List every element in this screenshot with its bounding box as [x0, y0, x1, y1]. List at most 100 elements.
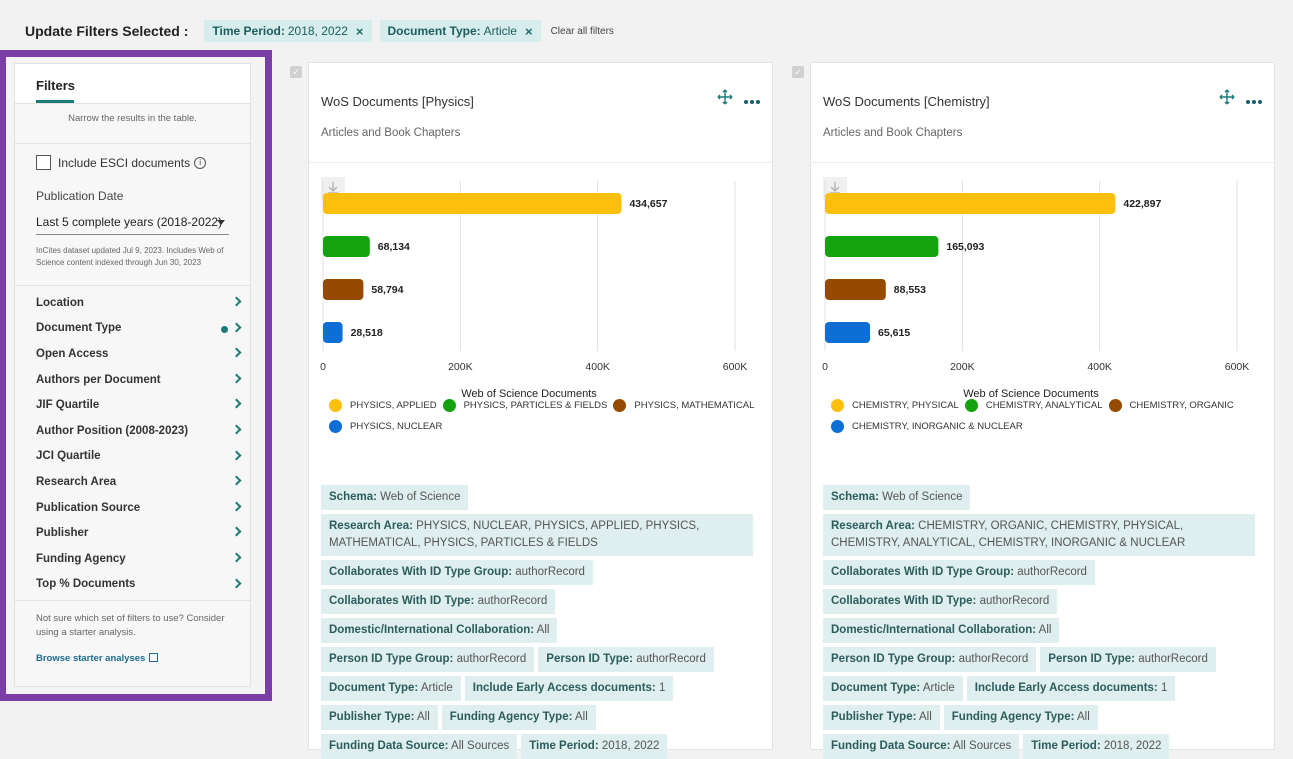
- bar: [323, 193, 622, 214]
- legend-item[interactable]: PHYSICS, NUCLEAR: [329, 420, 442, 433]
- filter-tag-key: Person ID Type Group:: [831, 653, 956, 665]
- more-options-icon[interactable]: [743, 95, 761, 111]
- card-subtitle: Articles and Book Chapters: [321, 127, 461, 139]
- filter-chip-document-type[interactable]: Document Type: Article ×: [379, 20, 541, 42]
- filter-tag-key: Collaborates With ID Type:: [831, 595, 977, 607]
- bar-chart: 0 200K 400K 600K 422,897 165,093 88,553 65,615 W…: [822, 177, 1250, 400]
- filter-item[interactable]: JCI Quartile: [15, 444, 250, 470]
- move-icon[interactable]: [1219, 89, 1235, 105]
- filter-item[interactable]: Author Position (2008-2023): [15, 418, 250, 444]
- chip-close-icon[interactable]: ×: [355, 23, 364, 39]
- legend-item[interactable]: CHEMISTRY, PHYSICAL: [831, 399, 959, 412]
- filter-tag-key: Person ID Type:: [1048, 653, 1135, 665]
- applied-filter-tags: Schema: Web of Science Research Area: PHY…: [321, 485, 761, 759]
- filter-tag: Collaborates With ID Type: authorRecord: [321, 589, 556, 614]
- bar-value-label: 434,657: [629, 198, 667, 210]
- filter-list: Location Document Type Open Access Authors …: [15, 290, 250, 597]
- divider: [15, 285, 250, 286]
- filter-item[interactable]: Publisher: [15, 520, 250, 546]
- legend-item[interactable]: PHYSICS, APPLIED: [329, 399, 437, 412]
- filter-panel: Filters Narrow the results in the table.…: [14, 63, 251, 687]
- bar-value-label: 68,134: [378, 241, 410, 253]
- filter-tag: Document Type: Article: [823, 676, 963, 701]
- legend-swatch: [442, 399, 456, 412]
- bar-value-label: 422,897: [1123, 198, 1161, 210]
- browse-starter-analyses-link[interactable]: Browse starter analyses: [36, 652, 159, 664]
- chevron-right-icon: [231, 373, 242, 384]
- filter-tag: Funding Data Source: All Sources: [823, 734, 1020, 759]
- card-select-checkbox[interactable]: ✓: [290, 66, 302, 78]
- legend-label: CHEMISTRY, INORGANIC & NUCLEAR: [852, 421, 1023, 432]
- esci-checkbox-row[interactable]: Include ESCI documents i: [15, 144, 250, 170]
- chevron-right-icon: [231, 578, 242, 588]
- legend-item[interactable]: CHEMISTRY, ANALYTICAL: [964, 399, 1103, 412]
- legend-item[interactable]: CHEMISTRY, INORGANIC & NUCLEAR: [831, 420, 1023, 433]
- filter-item[interactable]: JIF Quartile: [15, 392, 250, 418]
- filter-tag: Publisher Type: All: [823, 705, 940, 730]
- esci-label: Include ESCI documents: [58, 155, 191, 170]
- filter-tag: Funding Data Source: All Sources: [321, 734, 518, 759]
- chip-close-icon[interactable]: ×: [524, 23, 533, 39]
- filter-item[interactable]: Funding Agency: [15, 546, 250, 572]
- info-icon[interactable]: i: [194, 156, 207, 169]
- more-options-icon[interactable]: [1245, 95, 1263, 111]
- filter-tag-value: All Sources: [451, 740, 510, 752]
- x-axis-label: Web of Science Documents: [963, 388, 1099, 400]
- filter-chip-time-period[interactable]: Time Period: 2018, 2022 ×: [204, 20, 372, 42]
- bar: [825, 236, 939, 257]
- filter-tag-key: Publisher Type:: [831, 711, 917, 723]
- bar: [825, 322, 871, 343]
- filter-tag: Domestic/International Collaboration: Al…: [321, 618, 558, 643]
- filter-item[interactable]: Authors per Document: [15, 367, 250, 393]
- legend-swatch: [964, 399, 978, 412]
- filter-item[interactable]: Publication Source: [15, 495, 250, 521]
- chevron-right-icon: [231, 424, 242, 435]
- filter-tag-value: authorRecord: [1138, 653, 1208, 665]
- filter-item[interactable]: Top % Documents: [15, 572, 250, 598]
- filter-panel-highlight: Filters Narrow the results in the table.…: [0, 50, 272, 701]
- filter-tag: Include Early Access documents: 1: [464, 676, 674, 701]
- move-icon[interactable]: [717, 89, 733, 105]
- chevron-right-icon: [231, 322, 242, 333]
- legend-swatch: [831, 420, 844, 433]
- starter-link-label: Browse starter analyses: [36, 653, 146, 664]
- esci-checkbox[interactable]: [36, 155, 51, 170]
- filter-tag: Collaborates With ID Type: authorRecord: [823, 589, 1058, 614]
- divider: [15, 600, 250, 601]
- legend-item[interactable]: CHEMISTRY, ORGANIC: [1108, 399, 1234, 412]
- filter-tag-value: Article: [420, 682, 453, 694]
- active-filter-dot: [221, 325, 228, 333]
- divider: [309, 162, 772, 163]
- filter-tag-value: authorRecord: [958, 653, 1029, 665]
- filter-tag-key: Funding Agency Type:: [951, 711, 1075, 723]
- filter-tag-key: Include Early Access documents:: [472, 682, 656, 694]
- x-tick-label: 400K: [585, 361, 610, 373]
- filter-item-label: JIF Quartile: [36, 399, 100, 412]
- filter-item[interactable]: Document Type: [15, 316, 250, 342]
- filter-tag-value: All: [918, 711, 932, 723]
- filter-tag-key: Person ID Type Group:: [329, 653, 454, 665]
- filter-tag-key: Schema:: [329, 491, 377, 503]
- legend-item[interactable]: PHYSICS, MATHEMATICAL: [613, 399, 754, 412]
- card-select-checkbox[interactable]: ✓: [792, 66, 804, 78]
- filter-tag-value: authorRecord: [636, 653, 706, 665]
- filter-item[interactable]: Location: [15, 290, 250, 316]
- applied-filters-title: Update Filters Selected :: [25, 23, 189, 39]
- filter-item[interactable]: Open Access: [15, 341, 250, 367]
- clear-all-filters-link[interactable]: Clear all filters: [550, 25, 614, 37]
- filter-tag-key: Collaborates With ID Type Group:: [831, 566, 1015, 578]
- publication-date-select[interactable]: Last 5 complete years (2018-2022): [36, 215, 229, 235]
- filter-tag-key: Include Early Access documents:: [974, 682, 1158, 694]
- legend-item[interactable]: PHYSICS, PARTICLES & FIELDS: [442, 399, 607, 412]
- filter-item[interactable]: Research Area: [15, 469, 250, 495]
- chevron-right-icon: [231, 398, 242, 409]
- tab-filters[interactable]: Filters: [36, 78, 76, 93]
- external-link-icon: [149, 653, 159, 662]
- filter-tag-key: Schema:: [831, 491, 879, 503]
- publication-date-value: Last 5 complete years (2018-2022): [36, 215, 223, 229]
- filter-item-label: Author Position (2008-2023): [36, 424, 189, 437]
- filter-tag-value: PHYSICS, NUCLEAR, PHYSICS, APPLIED, PHYS…: [329, 520, 700, 549]
- legend-label: PHYSICS, NUCLEAR: [350, 421, 443, 432]
- x-tick-label: 600K: [1225, 361, 1250, 373]
- filter-tag-key: Funding Agency Type:: [449, 711, 573, 723]
